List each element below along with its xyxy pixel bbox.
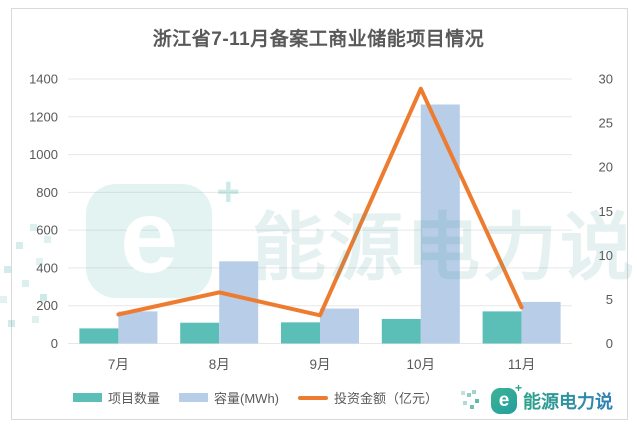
left-axis-tick-800: 800 [36, 185, 58, 200]
left-axis-tick-1200: 1200 [29, 109, 58, 124]
bar-项目数量-7月 [79, 328, 119, 344]
right-axis-tick-10: 10 [599, 248, 613, 263]
x-axis-label-10月: 10月 [407, 357, 436, 372]
brand-logo: e + 能源电力说 [475, 381, 613, 414]
brand-logo-letter: e [498, 389, 510, 411]
x-axis-label-7月: 7月 [108, 357, 129, 372]
left-axis-tick-0: 0 [51, 336, 58, 351]
brand-dots-icon [475, 399, 479, 403]
legend-label: 容量(MWh) [214, 391, 280, 406]
x-axis-label-8月: 8月 [209, 357, 230, 372]
legend-item-investment: 投资金额（亿元） [298, 388, 438, 407]
legend-label: 项目数量 [108, 391, 161, 406]
line-投资金额（亿元） [116, 86, 524, 318]
right-axis-tick-5: 5 [606, 292, 613, 307]
chart-legend: 项目数量 容量(MWh) 投资金额（亿元） [73, 388, 438, 407]
brand-logo-icon: e + [491, 381, 522, 414]
brand-plus-icon: + [514, 381, 522, 395]
legend-line-orange [298, 395, 329, 400]
bar-容量(MWh)-10月 [420, 104, 460, 344]
bar-项目数量-8月 [180, 322, 220, 344]
left-axis-tick-200: 200 [36, 298, 58, 313]
left-axis-tick-400: 400 [36, 260, 58, 275]
bar-项目数量-10月 [381, 318, 421, 344]
legend-item-capacity: 容量(MWh) [179, 388, 279, 407]
bar-容量(MWh)-11月 [521, 301, 561, 344]
bar-项目数量-11月 [482, 311, 522, 344]
left-axis-tick-600: 600 [36, 223, 58, 238]
legend-label: 投资金额（亿元） [334, 391, 439, 406]
legend-swatch-blue [179, 393, 209, 402]
legend-swatch-teal [73, 393, 102, 402]
right-axis-tick-25: 25 [599, 116, 613, 131]
chart-card-frame [11, 8, 628, 420]
right-axis-tick-20: 20 [599, 160, 613, 175]
right-axis-tick-30: 30 [599, 72, 613, 87]
left-axis-tick-1400: 1400 [29, 72, 58, 87]
left-axis-tick-1000: 1000 [29, 147, 58, 162]
right-axis-tick-15: 15 [599, 204, 613, 219]
x-axis-label-9月: 9月 [309, 357, 330, 372]
bar-容量(MWh)-8月 [219, 261, 259, 344]
legend-item-project-count: 项目数量 [73, 388, 160, 407]
brand-name: 能源电力说 [523, 388, 613, 414]
bar-项目数量-9月 [281, 322, 320, 344]
bar-容量(MWh)-9月 [320, 308, 359, 344]
right-axis-tick-0: 0 [606, 336, 613, 351]
bar-容量(MWh)-7月 [118, 311, 158, 344]
x-axis-label-11月: 11月 [508, 357, 536, 372]
chart-title: 浙江省7-11月备案工商业储能项目情况 [152, 29, 485, 50]
